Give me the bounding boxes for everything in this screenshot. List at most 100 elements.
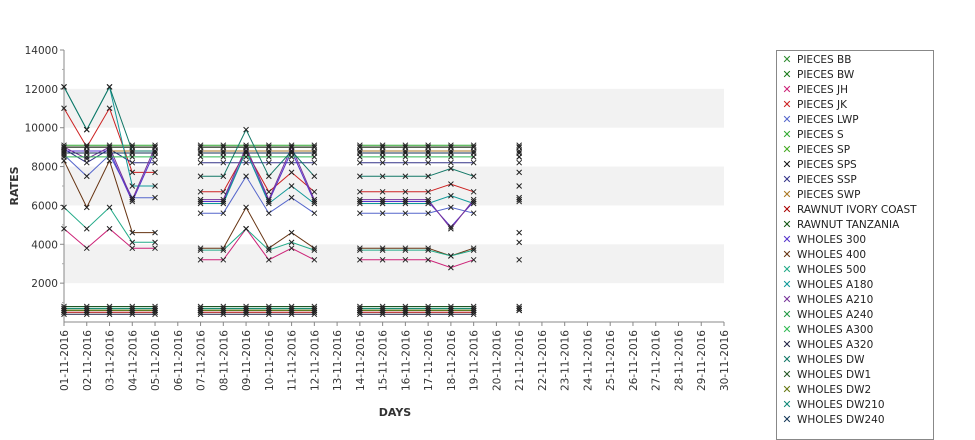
data-point [129, 305, 136, 312]
data-point [83, 150, 90, 156]
data-point [357, 148, 363, 154]
data-point [129, 148, 136, 154]
data-point [129, 239, 136, 246]
legend-label: PIECES SWP [797, 188, 861, 201]
data-point [83, 142, 90, 149]
data-point [402, 305, 409, 312]
legend-item: ✕ WHOLES DW [777, 352, 933, 367]
data-point [402, 256, 409, 263]
data-point [265, 247, 272, 253]
data-point [83, 126, 90, 133]
legend-marker-icon: ✕ [782, 83, 792, 96]
data-point [152, 150, 158, 156]
data-point [265, 150, 272, 156]
data-point [470, 188, 477, 195]
data-point [243, 142, 249, 149]
legend-label: PIECES SPS [797, 158, 857, 171]
data-point [220, 150, 227, 156]
x-tick-label: 17-11-2016 [423, 330, 435, 391]
data-point [448, 305, 454, 312]
x-tick-label: 13-11-2016 [332, 330, 344, 391]
legend-marker-icon: ✕ [782, 278, 792, 291]
data-point [448, 159, 454, 166]
data-point [311, 198, 318, 205]
data-point [106, 225, 113, 232]
data-point [265, 210, 272, 217]
data-point [220, 256, 227, 263]
data-point [357, 198, 363, 205]
data-point [379, 256, 386, 263]
data-point [265, 196, 272, 203]
data-point [129, 183, 136, 189]
data-point [402, 196, 409, 203]
x-tick-label: 10-11-2016 [264, 330, 276, 391]
data-point [220, 188, 227, 195]
legend-label: WHOLES DW1 [797, 368, 872, 381]
data-point [379, 188, 386, 195]
legend-item: ✕ WHOLES A300 [777, 322, 933, 337]
legend-marker-icon: ✕ [782, 233, 792, 246]
data-point [288, 245, 295, 252]
data-point [106, 144, 113, 150]
data-point [402, 159, 409, 166]
data-point [220, 196, 227, 203]
data-point [288, 229, 295, 236]
x-tick-label: 08-11-2016 [218, 330, 230, 391]
data-point [129, 196, 136, 203]
legend-marker-icon: ✕ [782, 263, 792, 276]
data-point [357, 196, 363, 203]
data-point [425, 150, 431, 156]
data-point [311, 305, 318, 312]
data-point [311, 307, 318, 314]
data-point [288, 305, 295, 312]
legend-item: ✕ RAWNUT TANZANIA [777, 217, 933, 232]
legend-marker-icon: ✕ [782, 308, 792, 321]
x-tick-label: 28-11-2016 [673, 330, 685, 391]
x-tick-label: 09-11-2016 [241, 330, 253, 391]
data-point [243, 225, 249, 232]
data-point [197, 142, 204, 149]
data-point [448, 165, 454, 172]
data-point [402, 210, 409, 217]
data-point [448, 150, 454, 156]
data-point [152, 307, 158, 314]
legend-item: ✕ PIECES JK [777, 97, 933, 112]
data-point [516, 305, 523, 312]
legend-marker-icon: ✕ [782, 293, 792, 306]
data-point [61, 225, 67, 232]
data-point [106, 204, 113, 211]
data-point [357, 307, 363, 314]
chart-legend: ✕ PIECES BB ✕ PIECES BW ✕ PIECES JH ✕ PIECES JK… [776, 50, 934, 440]
data-point [197, 196, 204, 203]
legend-item: ✕ WHOLES A180 [777, 277, 933, 292]
series-points [61, 84, 523, 318]
data-point [448, 192, 454, 199]
data-point [311, 196, 318, 203]
legend-label: WHOLES A180 [797, 278, 874, 291]
data-point [448, 142, 454, 149]
data-point [152, 183, 158, 189]
data-point [357, 159, 363, 166]
x-tick-label: 12-11-2016 [309, 330, 321, 391]
legend-item: ✕ PIECES BB [777, 52, 933, 67]
data-point [402, 198, 409, 205]
legend-marker-icon: ✕ [782, 248, 792, 261]
legend-label: RAWNUT TANZANIA [797, 218, 900, 231]
data-point [470, 150, 477, 156]
data-point [220, 173, 227, 180]
data-point [220, 159, 227, 166]
legend-item: ✕ WHOLES A240 [777, 307, 933, 322]
data-point [288, 142, 295, 149]
data-point [220, 142, 227, 149]
data-point [425, 245, 431, 252]
data-point [311, 159, 318, 166]
data-point [448, 307, 454, 314]
legend-item: ✕ PIECES SWP [777, 187, 933, 202]
data-point [265, 307, 272, 314]
data-point [516, 229, 523, 236]
legend-label: RAWNUT IVORY COAST [797, 203, 917, 216]
legend-item: ✕ WHOLES DW1 [777, 367, 933, 382]
data-point [425, 148, 431, 154]
data-point [425, 305, 431, 312]
legend-item: ✕ WHOLES DW2 [777, 382, 933, 397]
